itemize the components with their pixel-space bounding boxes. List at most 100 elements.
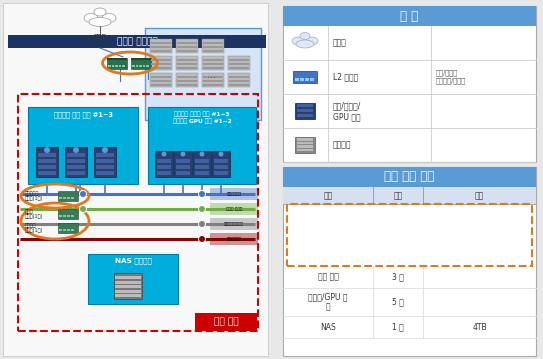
Text: 관리/컴퓨트/
GPU 서버: 관리/컴퓨트/ GPU 서버 [333, 101, 362, 121]
Bar [115, 289, 141, 293]
Bar [214, 159, 228, 163]
Text: 스토리지: 스토리지 [333, 140, 351, 149]
Bar [67, 159, 85, 163]
Bar [297, 141, 313, 144]
Bar [177, 59, 197, 61]
Bar [228, 73, 250, 87]
Bar [8, 35, 266, 48]
Bar [67, 171, 85, 175]
Text: 관리/데이터
스토리지/서비스: 관리/데이터 스토리지/서비스 [436, 70, 466, 84]
Bar [212, 151, 230, 177]
Bar [177, 79, 197, 82]
Bar [122, 65, 124, 67]
Bar [229, 79, 249, 82]
Circle shape [73, 147, 79, 153]
Text: 인터넷: 인터넷 [333, 38, 347, 47]
Bar [297, 138, 313, 140]
Bar [176, 159, 190, 163]
Bar [202, 56, 224, 70]
Bar [193, 151, 211, 177]
Bar [131, 58, 151, 60]
Bar [176, 165, 190, 169]
Bar [210, 233, 258, 245]
Bar [118, 65, 121, 67]
Text: 1 대: 1 대 [392, 322, 404, 331]
Bar [146, 65, 148, 67]
Bar [115, 294, 141, 297]
Bar [145, 28, 261, 120]
Text: 스토리지
스위치(1대): 스토리지 스위치(1대) [25, 223, 43, 233]
Bar [300, 78, 304, 81]
Bar [297, 149, 313, 151]
Text: 범 례: 범 례 [400, 9, 419, 23]
Bar [155, 151, 173, 177]
Bar [157, 165, 171, 169]
Text: 비고: 비고 [475, 191, 484, 200]
Bar [58, 223, 78, 233]
Bar [151, 75, 171, 78]
Text: 데이터
스위치(1대): 데이터 스위치(1대) [25, 209, 43, 219]
Bar [203, 59, 223, 61]
Text: 수량: 수량 [393, 191, 402, 200]
Bar [151, 66, 171, 69]
Bar [115, 285, 141, 288]
Circle shape [44, 147, 50, 153]
Bar [131, 58, 151, 69]
Ellipse shape [102, 14, 116, 23]
Bar [107, 58, 127, 69]
Ellipse shape [300, 33, 310, 39]
Bar [94, 147, 116, 177]
Bar [38, 165, 56, 169]
Bar [150, 39, 172, 53]
Bar [151, 46, 171, 48]
Circle shape [161, 151, 167, 157]
Bar [151, 59, 171, 61]
Bar [108, 65, 110, 67]
Bar [132, 65, 135, 67]
Bar [203, 66, 223, 69]
Bar [202, 39, 224, 53]
Circle shape [199, 151, 205, 157]
Bar [67, 214, 70, 217]
Bar [63, 196, 66, 199]
Bar [151, 50, 171, 52]
Text: 3 대: 3 대 [392, 272, 404, 281]
Bar [115, 65, 117, 67]
Bar [297, 113, 313, 117]
Bar [293, 71, 317, 83]
Text: L2 스위치: L2 스위치 [333, 73, 358, 81]
Bar [115, 280, 141, 284]
Bar [176, 73, 198, 87]
Bar [295, 78, 299, 81]
Bar [71, 196, 74, 199]
Bar [195, 313, 257, 331]
Ellipse shape [94, 8, 106, 16]
Bar [3, 3, 268, 356]
Circle shape [79, 205, 86, 213]
Bar [151, 79, 171, 82]
Bar [177, 66, 197, 69]
Text: ...: ... [207, 70, 217, 80]
Circle shape [199, 205, 205, 213]
Text: 서비스 네트워크: 서비스 네트워크 [117, 37, 157, 46]
Bar [283, 6, 536, 26]
Bar [67, 165, 85, 169]
Bar [177, 62, 197, 65]
Bar [67, 228, 70, 231]
Bar [283, 167, 536, 187]
Ellipse shape [296, 40, 314, 48]
Bar [28, 107, 138, 184]
Circle shape [180, 151, 186, 157]
Bar [177, 84, 197, 86]
Bar [36, 147, 58, 177]
Text: 인터넷: 인터넷 [93, 33, 106, 39]
Bar [287, 204, 532, 266]
Bar [297, 103, 313, 107]
Bar [210, 203, 258, 215]
Bar [63, 228, 66, 231]
Bar [142, 65, 145, 67]
Bar [177, 50, 197, 52]
Bar [297, 145, 313, 148]
Bar [157, 171, 171, 175]
Text: 관리 서버: 관리 서버 [318, 272, 338, 281]
